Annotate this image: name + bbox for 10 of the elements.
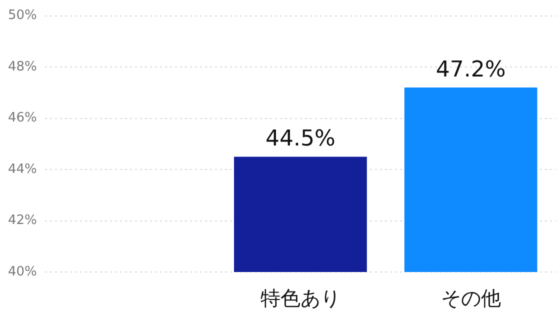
x-tick-label: 特色あり <box>260 286 340 310</box>
y-tick-label: 50% <box>8 8 37 24</box>
data-label: 44.5% <box>266 126 336 152</box>
y-tick-label: 44% <box>8 162 37 177</box>
y-tick-label: 40% <box>8 264 37 280</box>
data-label: 47.2% <box>436 57 506 82</box>
x-tick-label: その他 <box>440 286 501 310</box>
y-tick-label: 48% <box>8 59 37 74</box>
y-tick-label: 42% <box>8 213 37 228</box>
y-tick-label: 46% <box>8 110 37 126</box>
